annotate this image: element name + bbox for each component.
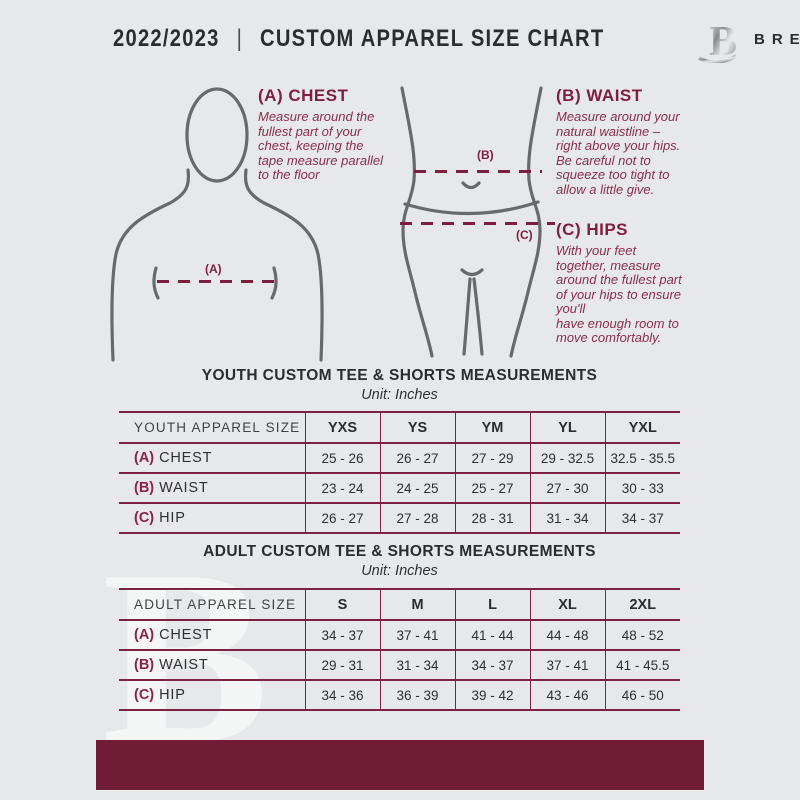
page-title: 2022/2023 | CUSTOM APPAREL SIZE CHART xyxy=(113,25,604,53)
value-cell: 23 - 24 xyxy=(304,472,380,503)
waist-heading: (B) WAIST xyxy=(556,86,643,105)
row-prefix: (C) xyxy=(134,687,155,703)
hips-description: With your feet together, measure around … xyxy=(556,243,682,345)
waist-hips-figure xyxy=(400,86,543,358)
youth-waist-row: (B) WAIST 23 - 24 24 - 25 25 - 27 27 - 30… xyxy=(119,472,680,503)
adult-hip-row: (C) HIP 34 - 36 36 - 39 39 - 42 43 - 46 4… xyxy=(119,679,680,711)
size-yxl-header: YXL xyxy=(604,411,680,443)
value-cell: 43 - 46 xyxy=(529,679,605,711)
value-cell: 34 - 37 xyxy=(454,649,530,680)
torso-figure xyxy=(110,87,324,362)
row-name: CHEST xyxy=(159,627,213,643)
adult-header-row: ADULT APPAREL SIZE S M L XL 2XL xyxy=(119,588,680,620)
youth-chest-row: (A) CHEST 25 - 26 26 - 27 27 - 29 29 - 32… xyxy=(119,442,680,473)
value-cell: 34 - 37 xyxy=(604,502,680,534)
season-text: 2022/2023 xyxy=(113,25,220,52)
chest-heading: (A) CHEST xyxy=(258,86,349,105)
adult-size-table: ADULT APPAREL SIZE S M L XL 2XL (A) CHEST… xyxy=(119,588,680,711)
value-cell: 46 - 50 xyxy=(604,679,680,711)
adult-table-title: ADULT CUSTOM TEE & SHORTS MEASUREMENTS xyxy=(203,543,596,560)
adult-size-column-header: ADULT APPAREL SIZE xyxy=(119,588,305,620)
brand-name: BREAKAWAY xyxy=(754,30,800,48)
row-name: WAIST xyxy=(159,480,209,496)
value-cell: 31 - 34 xyxy=(379,649,455,680)
marker-b-label: (B) xyxy=(477,148,494,162)
size-m-header: M xyxy=(379,588,455,620)
brand: B BREAKAWAY xyxy=(698,15,800,63)
value-cell: 37 - 41 xyxy=(379,619,455,650)
row-label: (A) CHEST xyxy=(119,442,305,473)
row-label: (C) HIP xyxy=(119,502,305,534)
value-cell: 28 - 31 xyxy=(454,502,530,534)
value-cell: 41 - 44 xyxy=(454,619,530,650)
hips-measure-line xyxy=(400,222,555,225)
value-cell: 31 - 34 xyxy=(529,502,605,534)
page-header: 2022/2023 | CUSTOM APPAREL SIZE CHART B xyxy=(113,14,800,64)
row-label: (B) WAIST xyxy=(119,472,305,503)
value-cell: 26 - 27 xyxy=(304,502,380,534)
waist-description: Measure around your natural waistline – … xyxy=(556,109,681,197)
value-cell: 34 - 37 xyxy=(304,619,380,650)
youth-size-table: YOUTH APPAREL SIZE YXS YS YM YL YXL (A) C… xyxy=(119,411,680,534)
size-ym-header: YM xyxy=(454,411,530,443)
size-s-header: S xyxy=(304,588,380,620)
breakaway-logo-icon: B xyxy=(698,19,737,63)
row-name: CHEST xyxy=(159,450,213,466)
waist-measure-line xyxy=(414,170,542,173)
value-cell: 29 - 31 xyxy=(304,649,380,680)
value-cell: 39 - 42 xyxy=(454,679,530,711)
adult-table-unit: Unit: Inches xyxy=(361,563,438,579)
value-cell: 41 - 45.5 xyxy=(604,649,680,680)
value-cell: 24 - 25 xyxy=(379,472,455,503)
footer-bar xyxy=(96,740,704,790)
value-cell: 34 - 36 xyxy=(304,679,380,711)
value-cell: 25 - 26 xyxy=(304,442,380,473)
row-label: (C) HIP xyxy=(119,679,305,711)
title-separator: | xyxy=(236,25,244,52)
row-label: (A) CHEST xyxy=(119,619,305,650)
value-cell: 48 - 52 xyxy=(604,619,680,650)
value-cell: 36 - 39 xyxy=(379,679,455,711)
marker-a-label: (A) xyxy=(205,262,222,276)
row-prefix: (A) xyxy=(134,627,155,643)
row-name: HIP xyxy=(159,687,186,703)
youth-table-unit: Unit: Inches xyxy=(361,387,438,403)
youth-header-row: YOUTH APPAREL SIZE YXS YS YM YL YXL xyxy=(119,411,680,443)
value-cell: 44 - 48 xyxy=(529,619,605,650)
chest-description: Measure around the fullest part of your … xyxy=(258,109,384,182)
row-name: HIP xyxy=(159,510,186,526)
value-cell: 32.5 - 35.5 xyxy=(604,442,680,473)
marker-c-label: (C) xyxy=(516,228,533,242)
value-cell: 37 - 41 xyxy=(529,649,605,680)
adult-chest-row: (A) CHEST 34 - 37 37 - 41 41 - 44 44 - 48… xyxy=(119,619,680,650)
size-2xl-header: 2XL xyxy=(604,588,680,620)
size-yl-header: YL xyxy=(529,411,605,443)
row-prefix: (B) xyxy=(134,657,155,673)
value-cell: 27 - 30 xyxy=(529,472,605,503)
adult-waist-row: (B) WAIST 29 - 31 31 - 34 34 - 37 37 - 41… xyxy=(119,649,680,680)
row-name: WAIST xyxy=(159,657,209,673)
row-prefix: (C) xyxy=(134,510,155,526)
size-ys-header: YS xyxy=(379,411,455,443)
youth-table-title: YOUTH CUSTOM TEE & SHORTS MEASUREMENTS xyxy=(201,367,598,384)
youth-hip-row: (C) HIP 26 - 27 27 - 28 28 - 31 31 - 34 3… xyxy=(119,502,680,534)
value-cell: 26 - 27 xyxy=(379,442,455,473)
title-text: CUSTOM APPAREL SIZE CHART xyxy=(260,25,605,52)
value-cell: 27 - 28 xyxy=(379,502,455,534)
size-xl-header: XL xyxy=(529,588,605,620)
row-prefix: (A) xyxy=(134,450,155,466)
value-cell: 27 - 29 xyxy=(454,442,530,473)
value-cell: 25 - 27 xyxy=(454,472,530,503)
row-label: (B) WAIST xyxy=(119,649,305,680)
row-prefix: (B) xyxy=(134,480,155,496)
size-yxs-header: YXS xyxy=(304,411,380,443)
chest-measure-line xyxy=(157,280,275,283)
hips-heading: (C) HIPS xyxy=(556,220,628,239)
size-l-header: L xyxy=(454,588,530,620)
youth-size-column-header: YOUTH APPAREL SIZE xyxy=(119,411,305,443)
value-cell: 29 - 32.5 xyxy=(529,442,605,473)
value-cell: 30 - 33 xyxy=(604,472,680,503)
